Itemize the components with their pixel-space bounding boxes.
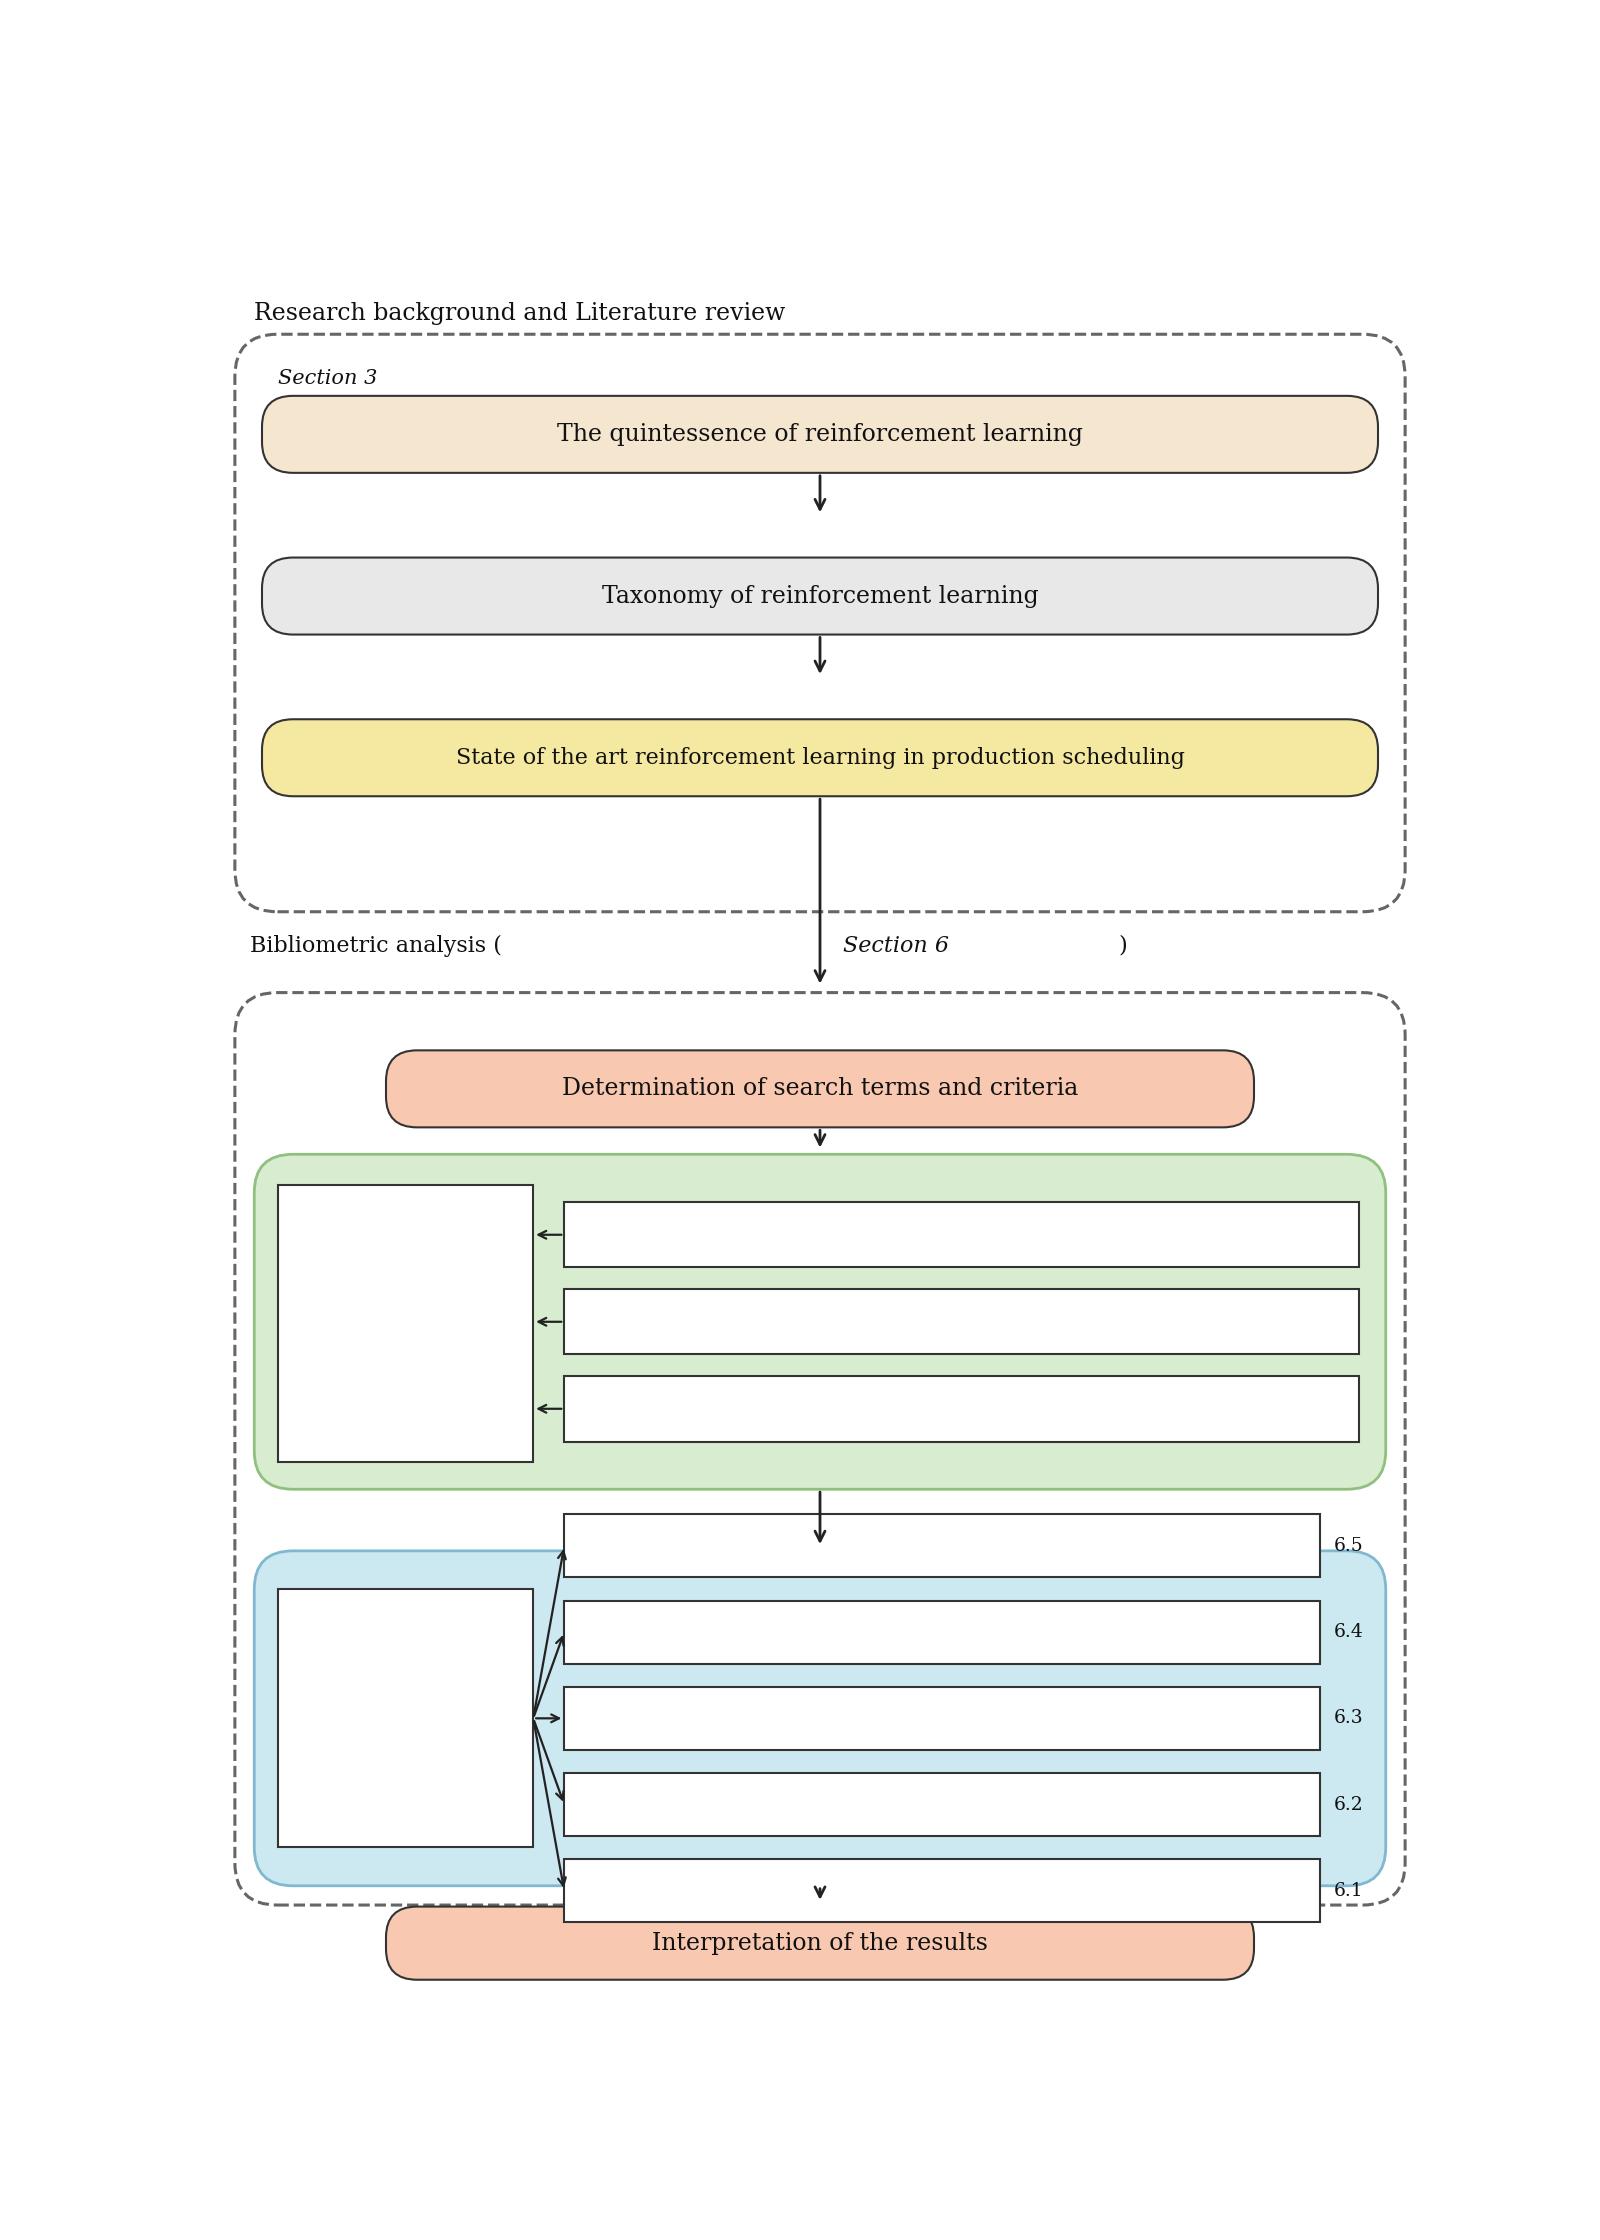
FancyBboxPatch shape	[254, 1550, 1386, 1886]
FancyBboxPatch shape	[565, 1375, 1358, 1443]
Text: Section 5: Section 5	[277, 732, 378, 750]
FancyBboxPatch shape	[386, 1906, 1254, 1980]
FancyBboxPatch shape	[235, 992, 1405, 1904]
Text: Determination of search terms and criteria: Determination of search terms and criter…	[562, 1077, 1078, 1100]
Text: Research background and Literature review: Research background and Literature revie…	[254, 302, 786, 325]
FancyBboxPatch shape	[565, 1203, 1358, 1268]
FancyBboxPatch shape	[235, 334, 1405, 912]
Text: 6.1: 6.1	[1334, 1882, 1363, 1900]
FancyBboxPatch shape	[262, 558, 1378, 634]
Text: Taxonomy of reinforcement learning: Taxonomy of reinforcement learning	[602, 585, 1038, 607]
FancyBboxPatch shape	[262, 719, 1378, 795]
Text: ScienceDirect: ScienceDirect	[587, 1313, 736, 1331]
Text: Section 4: Section 4	[277, 571, 378, 589]
FancyBboxPatch shape	[386, 1051, 1254, 1127]
Text: State of the art reinforcement learning in production scheduling: State of the art reinforcement learning …	[456, 746, 1184, 768]
FancyBboxPatch shape	[565, 1514, 1320, 1577]
Text: The quintessence of reinforcement learning: The quintessence of reinforcement learni…	[557, 423, 1083, 446]
Text: Influential authors: Influential authors	[579, 1709, 755, 1727]
FancyBboxPatch shape	[565, 1687, 1320, 1749]
Text: The most relevant sources: The most relevant sources	[579, 1796, 830, 1814]
FancyBboxPatch shape	[277, 1590, 533, 1848]
Text: ): )	[1118, 934, 1126, 956]
Text: 6.4: 6.4	[1334, 1624, 1363, 1642]
Text: Comparison of RL-based algorithms: Comparison of RL-based algorithms	[579, 1537, 920, 1555]
Text: 6.3: 6.3	[1334, 1709, 1363, 1727]
FancyBboxPatch shape	[254, 1154, 1386, 1490]
Text: Section 3: Section 3	[277, 370, 378, 388]
FancyBboxPatch shape	[262, 396, 1378, 473]
FancyBboxPatch shape	[565, 1288, 1358, 1355]
Text: Data sorting and
presenting by the
selected
objectives: Data sorting and presenting by the selec…	[318, 1669, 493, 1767]
Text: Scopus: Scopus	[587, 1400, 664, 1418]
Text: 6.5: 6.5	[1334, 1537, 1363, 1555]
FancyBboxPatch shape	[565, 1859, 1320, 1922]
Text: Section 6: Section 6	[843, 934, 949, 956]
Text: 6.2: 6.2	[1334, 1796, 1363, 1814]
Text: Bibliometric analysis (: Bibliometric analysis (	[250, 934, 502, 956]
Text: Trends of publications and citations: Trends of publications and citations	[579, 1882, 920, 1900]
Text: Related research areas: Related research areas	[579, 1624, 798, 1642]
FancyBboxPatch shape	[565, 1774, 1320, 1837]
FancyBboxPatch shape	[565, 1602, 1320, 1664]
Text: Interpretation of the results: Interpretation of the results	[653, 1931, 987, 1956]
Text: Google Scholar: Google Scholar	[587, 1225, 749, 1243]
Text: Data collation
from different
scientific and
academic
databases: Data collation from different scientific…	[336, 1261, 475, 1387]
FancyBboxPatch shape	[277, 1185, 533, 1463]
